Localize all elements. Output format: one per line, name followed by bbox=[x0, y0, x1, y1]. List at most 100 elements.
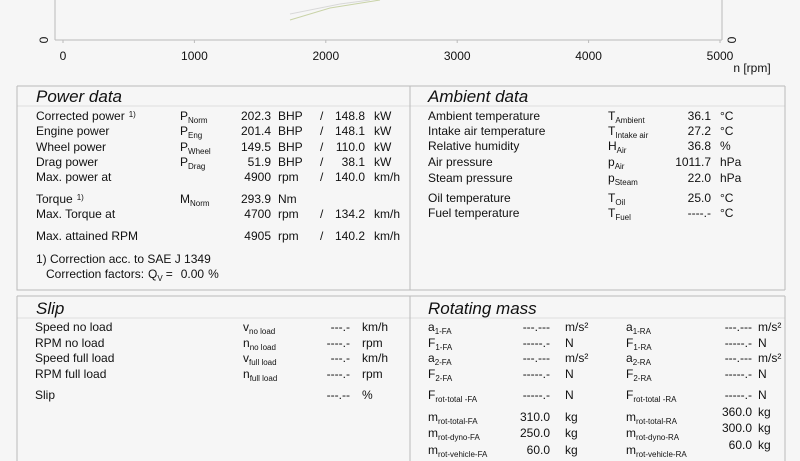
symbol-subscript: rot-total-FA bbox=[438, 417, 478, 426]
value: 140.2 bbox=[335, 229, 365, 243]
separator: / bbox=[320, 109, 324, 123]
unit: N bbox=[758, 336, 767, 350]
symbol-letter: a bbox=[626, 351, 633, 365]
unit: BHP bbox=[278, 124, 303, 138]
symbol-letter: P bbox=[180, 124, 188, 138]
unit: % bbox=[208, 267, 219, 281]
value: ----.- bbox=[327, 336, 350, 350]
value: 148.1 bbox=[335, 124, 365, 138]
value: 36.8 bbox=[688, 139, 712, 153]
symbol-letter: a bbox=[626, 320, 633, 334]
unit: % bbox=[362, 388, 373, 402]
row-label: Speed no load bbox=[35, 320, 112, 334]
symbol: a1-RA bbox=[626, 320, 652, 336]
symbol: PWheel bbox=[180, 140, 211, 156]
value: -----.- bbox=[523, 336, 550, 350]
value: 310.0 bbox=[520, 410, 550, 424]
unit: Nm bbox=[278, 192, 297, 206]
value: 300.0 bbox=[722, 421, 752, 435]
symbol: TFuel bbox=[608, 206, 631, 222]
value: ---.--- bbox=[523, 320, 550, 334]
label-text: Engine power bbox=[36, 124, 109, 138]
footnote-ref: 1) bbox=[77, 193, 84, 202]
row-label: Oil temperature bbox=[428, 191, 511, 205]
symbol-letter: F bbox=[428, 388, 435, 402]
symbol-subscript: full load bbox=[249, 358, 277, 367]
symbol: nno load bbox=[243, 336, 276, 352]
symbol: F2-FA bbox=[428, 367, 453, 383]
value: ----.- bbox=[688, 206, 711, 220]
symbol-letter: F bbox=[428, 367, 435, 381]
row-label: Corrected power 1) bbox=[36, 109, 136, 123]
symbol-subscript: 1-FA bbox=[435, 327, 453, 336]
symbol-subscript: 2-RA bbox=[633, 358, 652, 367]
symbol-letter: P bbox=[180, 140, 188, 154]
separator: / bbox=[320, 229, 324, 243]
symbol: MNorm bbox=[180, 192, 210, 208]
symbol-subscript: Eng bbox=[188, 131, 202, 140]
row-label: RPM no load bbox=[35, 336, 104, 350]
separator: / bbox=[320, 140, 324, 154]
value: 4905 bbox=[244, 229, 271, 243]
row-label: Engine power bbox=[36, 124, 109, 138]
unit: N bbox=[565, 336, 574, 350]
label-text: Correction factors: bbox=[46, 267, 144, 281]
symbol-letter: m bbox=[428, 426, 438, 440]
value: 36.1 bbox=[688, 109, 712, 123]
symbol: PNorm bbox=[180, 109, 208, 125]
row-label: Max. attained RPM bbox=[36, 229, 138, 243]
symbol: TIntake air bbox=[608, 124, 649, 140]
symbol-letter: F bbox=[626, 367, 633, 381]
unit: °C bbox=[720, 124, 734, 138]
symbol-subscript: V bbox=[157, 274, 163, 283]
value: 148.8 bbox=[335, 109, 365, 123]
symbol-letter: n bbox=[243, 336, 250, 350]
value: 25.0 bbox=[688, 191, 712, 205]
symbol-subscript: Drag bbox=[188, 162, 205, 171]
symbol: pAir bbox=[608, 155, 625, 171]
value: ---.--- bbox=[523, 351, 550, 365]
symbol: vno load bbox=[243, 320, 275, 336]
unit: m/s² bbox=[565, 320, 588, 334]
symbol-subscript: Norm bbox=[190, 199, 210, 208]
value: ---.--- bbox=[725, 320, 752, 334]
unit: kg bbox=[758, 438, 771, 452]
unit: °C bbox=[720, 206, 734, 220]
symbol-letter: p bbox=[608, 155, 615, 169]
symbol-subscript: no load bbox=[249, 327, 275, 336]
value: 293.9 bbox=[241, 192, 271, 206]
unit: N bbox=[565, 367, 574, 381]
unit: km/h bbox=[362, 320, 388, 334]
value: 51.9 bbox=[248, 155, 272, 169]
section-box bbox=[16, 85, 786, 291]
symbol-subscript: Steam bbox=[615, 178, 638, 187]
symbol: mrot-dyno-FA bbox=[428, 426, 480, 442]
separator: / bbox=[320, 124, 324, 138]
value: 0.00 bbox=[181, 267, 205, 281]
unit: kg bbox=[565, 443, 578, 457]
value: 360.0 bbox=[722, 405, 752, 419]
footnote-ref: 1) bbox=[129, 110, 136, 119]
section-title: Power data bbox=[36, 87, 122, 106]
value: 250.0 bbox=[520, 426, 550, 440]
unit: % bbox=[720, 139, 731, 153]
symbol-letter: a bbox=[428, 320, 435, 334]
unit: m/s² bbox=[758, 320, 781, 334]
symbol: HAir bbox=[608, 139, 627, 155]
value: ---.- bbox=[331, 320, 350, 334]
label-text: Max. power at bbox=[36, 170, 112, 184]
unit: N bbox=[758, 388, 767, 402]
x-axis-label: n [rpm] bbox=[733, 61, 770, 75]
symbol: mrot-vehicle-FA bbox=[428, 443, 488, 459]
symbol-subscript: Air bbox=[615, 162, 625, 171]
value: 201.4 bbox=[241, 124, 271, 138]
value: 1011.7 bbox=[675, 155, 711, 169]
value: 140.0 bbox=[335, 170, 365, 184]
label-text: Max. Torque at bbox=[36, 207, 116, 221]
value: 202.3 bbox=[241, 109, 271, 123]
unit: km/h bbox=[374, 229, 400, 243]
unit: BHP bbox=[278, 155, 303, 169]
y-tick-label: 0 bbox=[37, 36, 51, 43]
